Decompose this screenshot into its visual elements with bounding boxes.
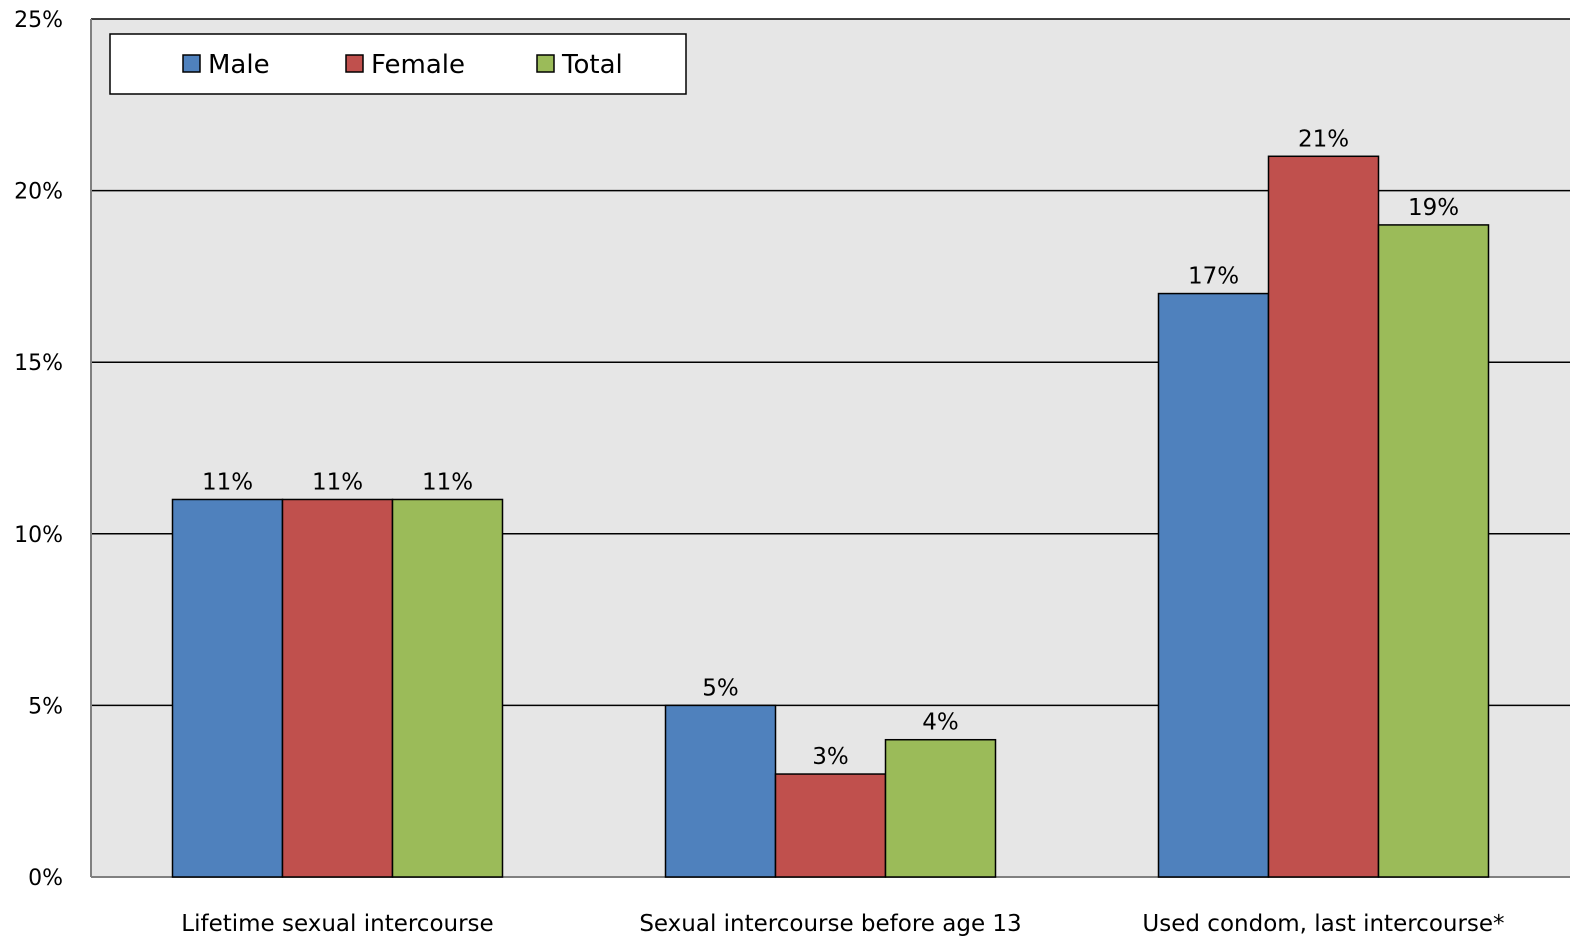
bar-female [1267,155,1380,878]
bar-total [391,498,504,878]
legend-swatch-total [536,54,555,73]
legend: Male Female Total [109,33,687,95]
legend-label-total: Total [561,50,623,80]
legend-swatch-female [345,54,364,73]
data-label: 4% [922,710,959,736]
data-label: 19% [1408,195,1459,221]
data-label: 11% [312,469,363,495]
y-tick-label: 20% [14,180,63,205]
bar-total [1377,224,1490,878]
bar-male [1157,292,1270,878]
bar-total [884,738,997,878]
bar-male [664,704,777,878]
data-label: 3% [812,744,849,770]
y-tick-label: 5% [28,694,63,719]
legend-box [109,33,687,95]
data-label: 11% [202,469,253,495]
bars [171,155,1490,878]
legend-swatch-male [182,54,201,73]
y-tick-label: 0% [28,866,63,891]
y-tick-label: 25% [14,8,63,33]
legend-label-male: Male [208,50,270,80]
category-label: Lifetime sexual intercourse [181,911,493,937]
y-tick-labels: 0% 5% 10% 15% 20% 25% [14,8,63,891]
category-label: Sexual intercourse before age 13 [639,911,1021,937]
y-tick-label: 15% [14,351,63,376]
bar-male [171,498,284,878]
category-label: Used condom, last intercourse* [1142,911,1504,937]
y-tick-label: 10% [14,523,63,548]
data-label: 11% [422,469,473,495]
legend-label-female: Female [371,50,465,80]
data-labels: 11% 11% 11% 5% 3% 4% 17% 21% 19% [202,126,1459,770]
data-label: 17% [1188,264,1239,290]
bar-female [281,498,394,878]
category-labels: Lifetime sexual intercourse Sexual interc… [181,911,1504,937]
bar-female [774,773,887,878]
data-label: 5% [702,675,739,701]
data-label: 21% [1298,126,1349,152]
